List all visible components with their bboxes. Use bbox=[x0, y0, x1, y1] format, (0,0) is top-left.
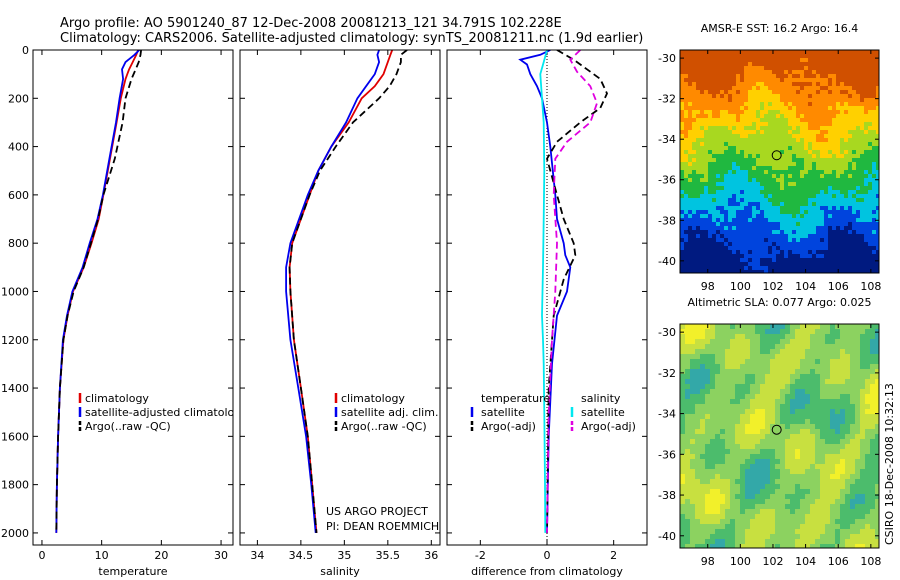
map-title: AMSR-E SST: 16.2 Argo: 16.4 bbox=[701, 22, 859, 35]
y-tick-label: 1600 bbox=[1, 430, 29, 443]
map-y-tick-label: -32 bbox=[658, 367, 676, 380]
sst-map-panel: 98 100 102 104 106 108 -30 -32 -34 -36 -38 -40 AMSR-… bbox=[658, 22, 881, 293]
credit-line-2: PI: DEAN ROEMMICH bbox=[326, 520, 439, 533]
map-x-tick-label: 102 bbox=[762, 555, 783, 568]
salinity-profile-panel: 34 34.5 35 35.5 36 salinity climatologysatelli… bbox=[239, 49, 441, 578]
map-x-tick-label: 106 bbox=[828, 280, 849, 293]
map-field bbox=[680, 324, 880, 549]
y-tick-label: 600 bbox=[8, 189, 29, 202]
legend-label: Argo(..raw -QC) bbox=[341, 420, 427, 433]
x-tick-label: 34.5 bbox=[289, 549, 314, 562]
map-y-tick-label: -30 bbox=[658, 52, 676, 65]
series-line bbox=[288, 50, 408, 533]
map-y-tick-label: -32 bbox=[658, 93, 676, 106]
map-x-tick-label: 100 bbox=[730, 555, 751, 568]
difference-profile-panel: -2 0 2 difference from climatology temperatu… bbox=[446, 49, 648, 578]
x-tick-label: 0 bbox=[38, 549, 45, 562]
map-frame bbox=[679, 49, 880, 274]
series-line bbox=[288, 50, 394, 533]
map-y-tick-label: -38 bbox=[658, 489, 676, 502]
map-x-tick-label: 108 bbox=[860, 280, 881, 293]
legend-label: Argo(-adj) bbox=[481, 420, 536, 433]
legend-label: climatology bbox=[341, 392, 405, 405]
map-y-tick-label: -36 bbox=[658, 448, 676, 461]
legend-label: satellite adj. clim. bbox=[341, 406, 438, 419]
map-x-tick-label: 108 bbox=[860, 555, 881, 568]
map-y-tick-label: -34 bbox=[658, 408, 676, 421]
argo-position-marker bbox=[771, 424, 782, 435]
x-tick-label: 2 bbox=[610, 549, 617, 562]
y-tick-label: 2000 bbox=[1, 527, 29, 540]
axes-frame bbox=[239, 49, 441, 546]
temperature-profile-panel: 0 10 20 30 0 200 400 600 800 1000 1200 1400 1600 1800… bbox=[1, 44, 248, 578]
y-tick-label: 1000 bbox=[1, 285, 29, 298]
series-line bbox=[55, 50, 139, 533]
legend-label: climatology bbox=[85, 392, 149, 405]
map-x-tick-label: 102 bbox=[762, 280, 783, 293]
x-tick-label: 35.5 bbox=[376, 549, 401, 562]
series-line bbox=[285, 50, 381, 533]
series-line bbox=[55, 50, 142, 533]
x-tick-label: 20 bbox=[154, 549, 168, 562]
map-title: Altimetric SLA: 0.077 Argo: 0.025 bbox=[687, 296, 871, 309]
y-tick-label: 200 bbox=[8, 92, 29, 105]
map-y-tick-label: -34 bbox=[658, 133, 676, 146]
series-line bbox=[539, 50, 548, 533]
x-tick-label: 34 bbox=[250, 549, 264, 562]
x-tick-label: 10 bbox=[95, 549, 109, 562]
legend-label: satellite-adjusted climatology bbox=[85, 406, 248, 419]
map-y-tick-label: -36 bbox=[658, 174, 676, 187]
y-tick-label: 1400 bbox=[1, 382, 29, 395]
series-line bbox=[546, 50, 608, 533]
map-y-tick-label: -40 bbox=[658, 530, 676, 543]
map-x-tick-label: 104 bbox=[795, 280, 816, 293]
x-tick-label: -2 bbox=[475, 549, 486, 562]
legend-label: satellite bbox=[481, 406, 525, 419]
series-line bbox=[546, 50, 598, 533]
y-tick-label: 800 bbox=[8, 237, 29, 250]
x-axis-label: temperature bbox=[98, 565, 167, 578]
map-frame bbox=[679, 323, 880, 549]
map-x-tick-label: 98 bbox=[701, 280, 715, 293]
map-x-tick-label: 106 bbox=[828, 555, 849, 568]
x-tick-label: 0 bbox=[544, 549, 551, 562]
y-tick-label: 1800 bbox=[1, 479, 29, 492]
legend-group-heading: salinity bbox=[581, 392, 621, 405]
legend-group-heading: temperature bbox=[481, 392, 550, 405]
argo-position-marker bbox=[771, 150, 782, 161]
y-tick-label: 400 bbox=[8, 141, 29, 154]
map-x-tick-label: 104 bbox=[795, 555, 816, 568]
x-tick-label: 30 bbox=[214, 549, 228, 562]
x-axis-label: salinity bbox=[320, 565, 360, 578]
y-tick-label: 0 bbox=[22, 44, 29, 57]
axes-frame bbox=[446, 49, 648, 546]
map-y-tick-label: -30 bbox=[658, 326, 676, 339]
legend-label: Argo(-adj) bbox=[581, 420, 636, 433]
map-y-tick-label: -38 bbox=[658, 214, 676, 227]
x-tick-label: 36 bbox=[424, 549, 438, 562]
x-tick-label: 35 bbox=[337, 549, 351, 562]
sla-map-panel: 98 100 102 104 106 108 -30 -32 -34 -36 -38 -40 Altim… bbox=[658, 296, 881, 568]
side-label: CSIRO 18-Dec-2008 10:32:13 bbox=[883, 383, 896, 545]
series-line bbox=[55, 50, 140, 533]
header-line-1: Argo profile: AO 5901240_87 12-Dec-2008 … bbox=[60, 16, 562, 31]
legend-label: satellite bbox=[581, 406, 625, 419]
legend-label: Argo(..raw -QC) bbox=[85, 420, 171, 433]
header-line-2: Climatology: CARS2006. Satellite-adjuste… bbox=[60, 31, 643, 46]
axes-frame bbox=[32, 49, 234, 546]
map-y-tick-label: -40 bbox=[658, 255, 676, 268]
map-x-tick-label: 100 bbox=[730, 280, 751, 293]
credit-line-1: US ARGO PROJECT bbox=[326, 505, 428, 518]
map-field bbox=[680, 50, 880, 274]
series-line bbox=[518, 50, 572, 533]
map-x-tick-label: 98 bbox=[701, 555, 715, 568]
x-axis-label: difference from climatology bbox=[471, 565, 623, 578]
y-tick-label: 1200 bbox=[1, 334, 29, 347]
